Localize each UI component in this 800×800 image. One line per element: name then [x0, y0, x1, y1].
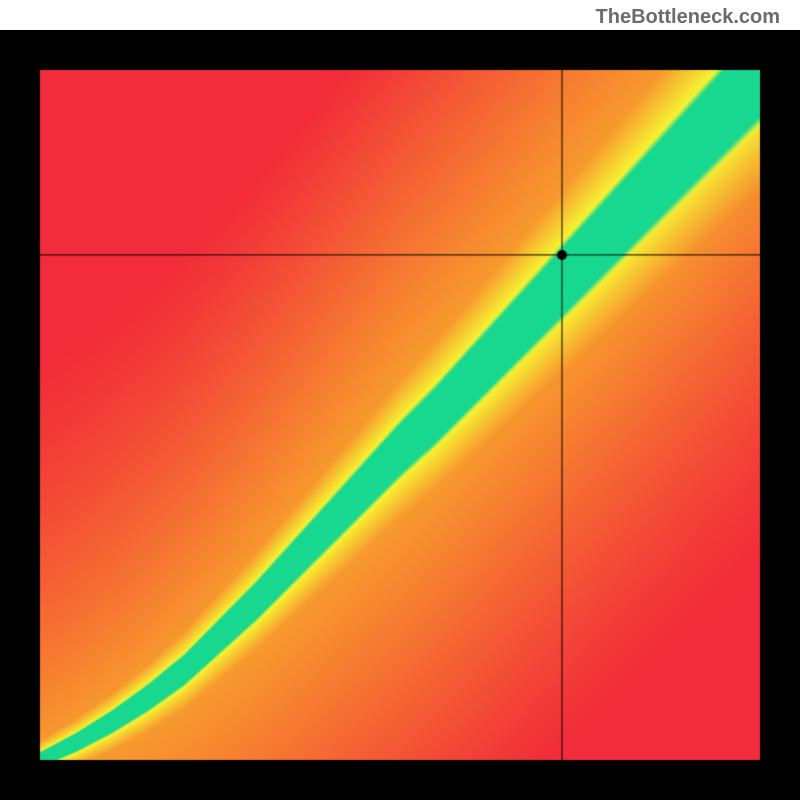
bottleneck-heatmap: [0, 30, 800, 800]
watermark-text: TheBottleneck.com: [596, 6, 780, 29]
